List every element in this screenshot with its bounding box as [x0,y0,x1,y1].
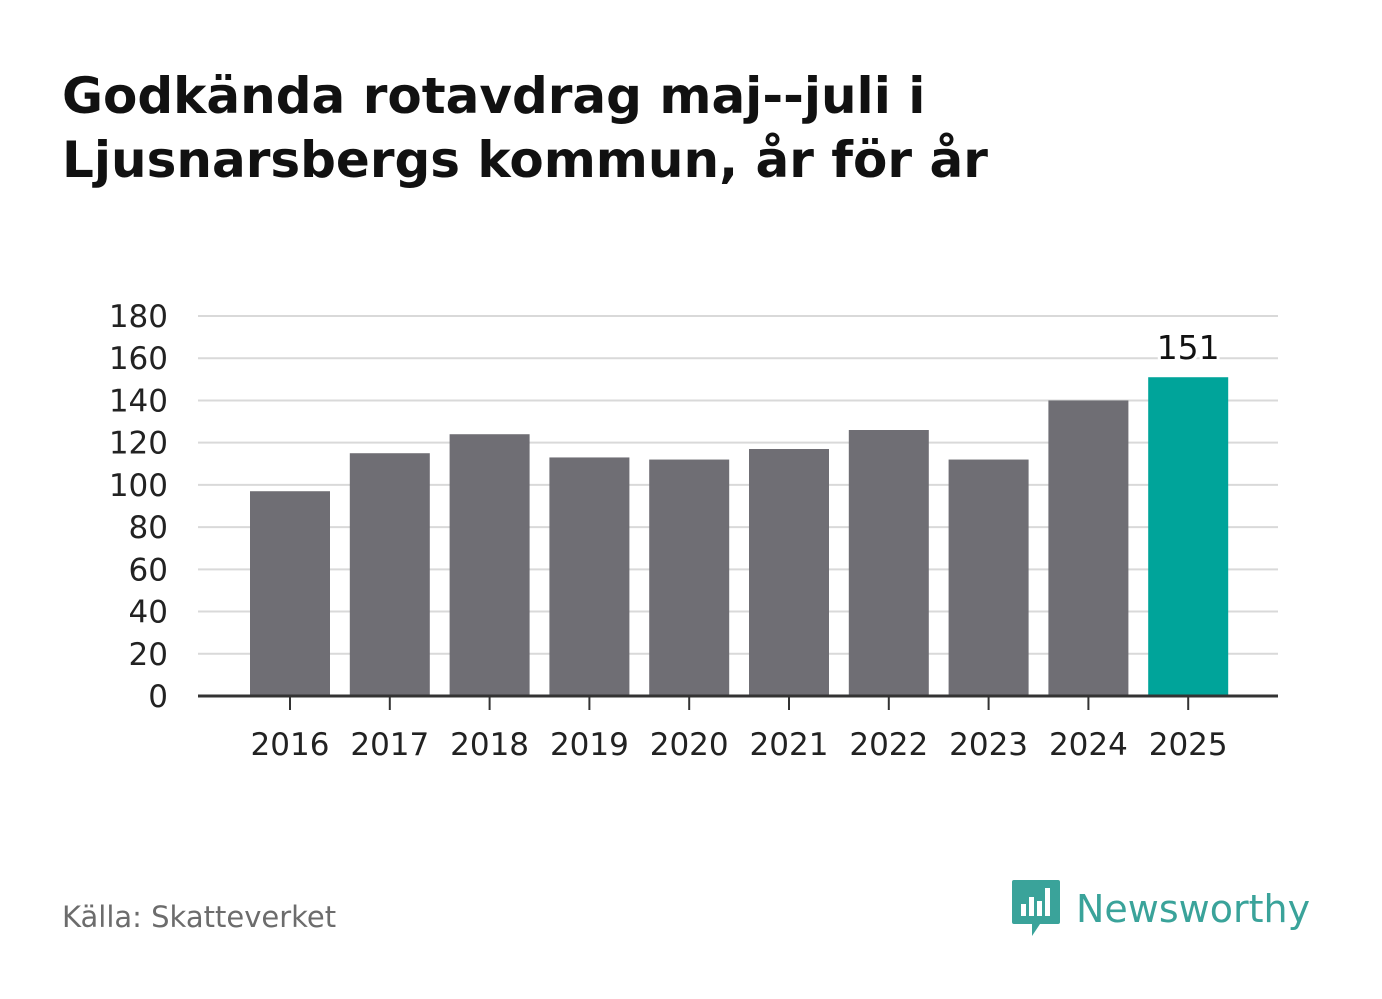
y-tick-label: 140 [109,383,168,419]
bar-2017 [349,453,430,696]
y-tick-label: 120 [109,426,168,462]
x-tick-label: 2024 [1049,727,1128,763]
x-tick-label: 2025 [1149,727,1228,763]
x-tick-label: 2016 [251,727,330,763]
bar-2023 [948,459,1029,696]
newsworthy-logo-icon [1012,880,1060,936]
chart-title-line-2: Ljusnarsbergs kommun, år för år [62,131,988,189]
bar-2024 [1048,400,1129,696]
y-tick-label: 180 [109,299,168,335]
bar-2025 [1148,377,1229,696]
chart-title: Godkända rotavdrag maj--juli i Ljusnarsb… [62,64,1262,192]
y-axis-tick-labels: 0 20 40 60 80 100 120 140 160 180 [109,299,168,715]
bar-2022 [848,430,929,696]
bar-2021 [749,449,829,696]
x-tick-label: 2020 [650,727,729,763]
chart-title-line-1: Godkända rotavdrag maj--juli i [62,67,926,125]
bars [250,377,1229,696]
bar-2020 [649,459,730,696]
y-tick-label: 160 [109,341,168,377]
x-tick-label: 2019 [550,727,629,763]
data-labels: 151 [1154,325,1223,370]
x-tick-label: 2021 [750,727,829,763]
bar-2018 [449,434,530,696]
x-tick-label: 2023 [949,727,1028,763]
y-tick-label: 60 [129,552,168,588]
y-tick-label: 100 [109,468,168,504]
source-note: Källa: Skatteverket [62,900,337,934]
x-axis-ticks: 2016 2017 2018 2019 2020 2021 2022 2023 2024 2025 [251,696,1228,763]
x-tick-label: 2022 [849,727,928,763]
data-label: 151 [1157,328,1220,367]
x-tick-label: 2017 [350,727,429,763]
brand-name: Newsworthy [1076,887,1311,931]
y-tick-label: 0 [148,679,168,715]
y-tick-label: 80 [129,510,168,546]
x-tick-label: 2018 [450,727,529,763]
y-tick-label: 40 [129,595,168,631]
brand-logo: Newsworthy [1010,878,1310,940]
bar-2019 [549,457,630,696]
bar-2016 [250,491,330,696]
y-tick-label: 20 [129,637,168,673]
